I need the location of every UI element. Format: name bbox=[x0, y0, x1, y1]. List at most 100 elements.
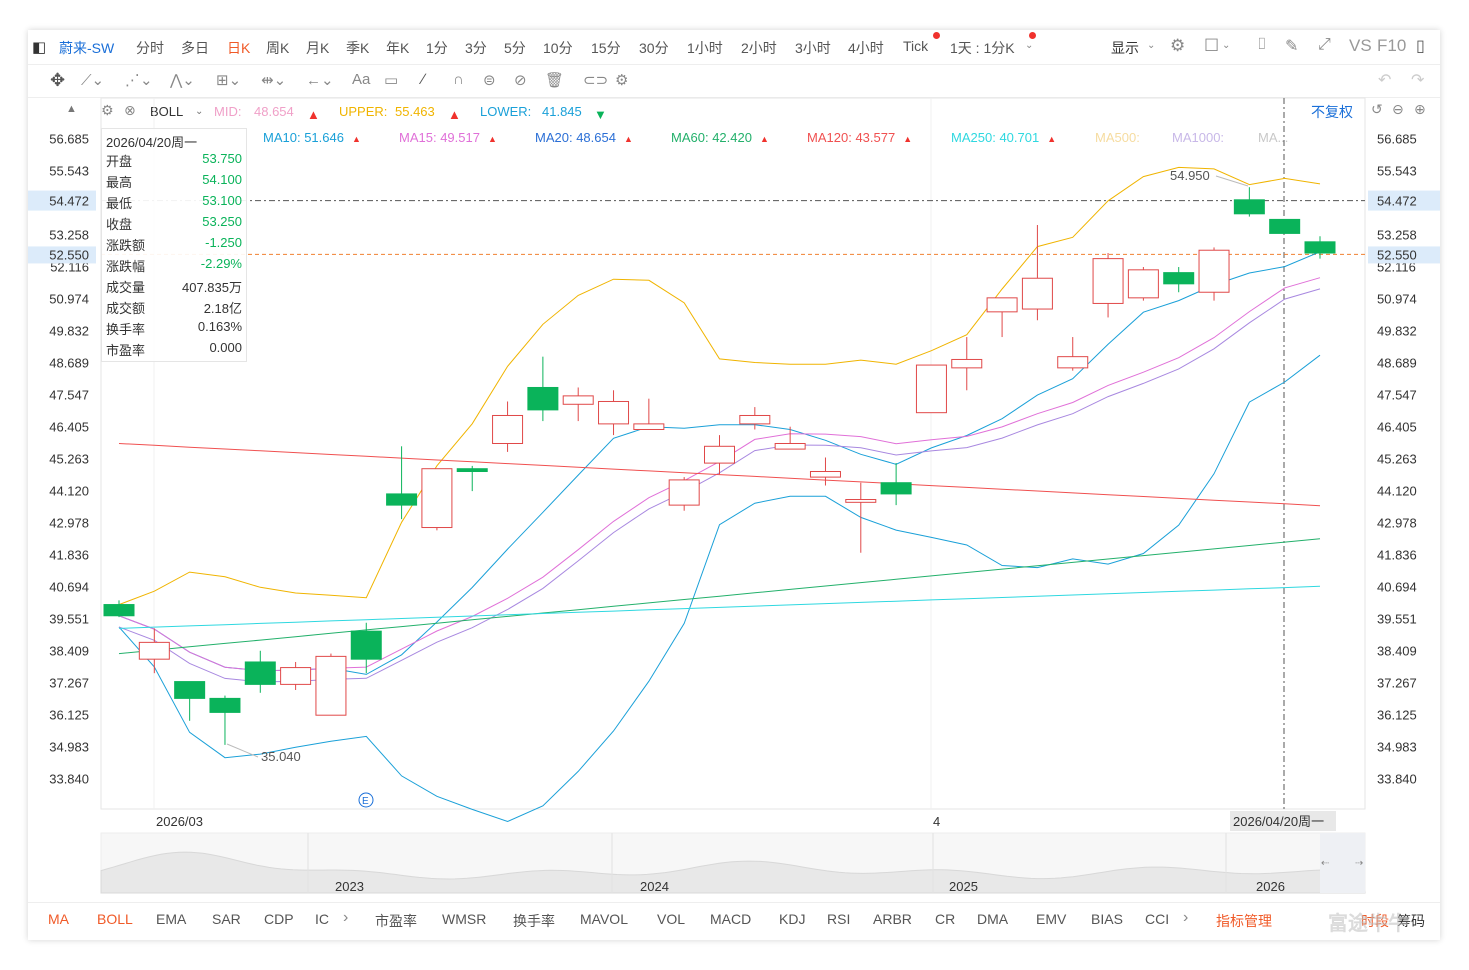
tab-weekly-k[interactable]: 周K bbox=[266, 40, 290, 56]
tab-ic[interactable]: IC bbox=[315, 911, 329, 927]
redo-icon[interactable]: ↷ bbox=[1411, 72, 1425, 89]
tab-emv[interactable]: EMV bbox=[1036, 911, 1067, 927]
tab-multiday[interactable]: 多日 bbox=[181, 40, 209, 56]
text-tool-icon[interactable]: Aa bbox=[352, 71, 371, 88]
candle-body[interactable] bbox=[315, 655, 347, 716]
tab-1min[interactable]: 1分 bbox=[426, 40, 448, 56]
adjust-mode-button[interactable]: 不复权 bbox=[1311, 104, 1353, 120]
candle-body[interactable] bbox=[704, 445, 735, 464]
ma1000-legend[interactable]: MA1000: bbox=[1172, 130, 1225, 145]
zoom-in-icon[interactable]: ⊕ bbox=[1414, 101, 1426, 117]
candle-body[interactable] bbox=[350, 630, 382, 660]
tab-dma[interactable]: DMA bbox=[977, 911, 1009, 927]
tab-3min[interactable]: 3分 bbox=[465, 40, 487, 56]
candle-body[interactable] bbox=[739, 414, 771, 425]
tab-rsi[interactable]: RSI bbox=[827, 911, 851, 927]
f10-button[interactable]: F10 bbox=[1377, 36, 1407, 55]
ma500-legend[interactable]: MA500: bbox=[1095, 130, 1140, 145]
display-dropdown[interactable]: 显示 bbox=[1111, 40, 1139, 56]
reset-icon[interactable]: ↺ bbox=[1371, 101, 1383, 117]
candle-body[interactable] bbox=[456, 468, 488, 473]
measure-tool-icon[interactable]: ⇹⌄ bbox=[261, 72, 287, 89]
candle-body[interactable] bbox=[1163, 272, 1195, 285]
tab-mavol[interactable]: MAVOL bbox=[580, 911, 628, 927]
move-icon[interactable]: ✥ bbox=[50, 70, 66, 90]
ma250-legend[interactable]: MA250: 40.701 ▲ bbox=[951, 130, 1057, 145]
window-icon[interactable]: ▯ bbox=[1416, 38, 1425, 55]
tab-wmsr[interactable]: WMSR bbox=[442, 911, 487, 927]
tab-pe[interactable]: 市盈率 bbox=[375, 913, 417, 929]
chevron-down-icon[interactable]: ⌄ bbox=[1222, 40, 1231, 51]
candle-body[interactable] bbox=[209, 697, 241, 713]
tab-1hour[interactable]: 1小时 bbox=[687, 40, 723, 56]
fib-tool-icon[interactable]: ⊞⌄ bbox=[216, 72, 242, 89]
earnings-marker-icon[interactable] bbox=[358, 792, 374, 808]
candle-body[interactable] bbox=[1127, 269, 1159, 299]
tab-macd[interactable]: MACD bbox=[710, 911, 752, 927]
navigator-window[interactable] bbox=[1320, 833, 1365, 893]
tab-cr[interactable]: CR bbox=[935, 911, 956, 927]
candle-body[interactable] bbox=[1057, 356, 1089, 369]
candle-body[interactable] bbox=[774, 442, 806, 450]
camera-icon[interactable]: ⌷ bbox=[1257, 36, 1267, 53]
tab-15min[interactable]: 15分 bbox=[591, 40, 621, 56]
collapse-icon[interactable]: ▲ bbox=[66, 103, 77, 115]
comment-tool-icon[interactable]: ▭ bbox=[384, 72, 399, 89]
candle-body[interactable] bbox=[986, 297, 1018, 313]
hide-icon[interactable]: ⊘ bbox=[514, 72, 527, 89]
candle-body[interactable] bbox=[492, 414, 524, 444]
tab-year-k[interactable]: 年K bbox=[386, 40, 410, 56]
sidebar-toggle-icon[interactable]: ◧ bbox=[32, 39, 47, 56]
navigator-right-handle-icon[interactable]: ⇢ bbox=[1355, 858, 1363, 869]
ma15-legend[interactable]: MA15: 49.517 ▲ bbox=[399, 130, 497, 145]
line-tool-icon[interactable]: ⟋⌄ bbox=[81, 72, 105, 89]
chevron-down-icon[interactable]: ⌄ bbox=[1025, 40, 1034, 51]
navigator-left-handle-icon[interactable]: ⇠ bbox=[1321, 858, 1330, 869]
chevron-right-icon[interactable]: › bbox=[1183, 909, 1189, 926]
candle-body[interactable] bbox=[1304, 241, 1336, 254]
polyline-tool-icon[interactable]: ⋰⌄ bbox=[125, 72, 153, 89]
ma60-legend[interactable]: MA60: 42.420 ▲ bbox=[671, 130, 769, 145]
tab-2hour[interactable]: 2小时 bbox=[741, 40, 777, 56]
candle-body[interactable] bbox=[138, 641, 170, 660]
tab-10min[interactable]: 10分 bbox=[543, 40, 573, 56]
chevron-down-icon[interactable]: ⌄ bbox=[1147, 40, 1156, 51]
candlestick-chart[interactable]: 56.685 56.685 55.543 55.543 54.472 54.472 53.2… bbox=[28, 30, 1440, 902]
indicator-close-icon[interactable]: ⊗ bbox=[124, 102, 136, 118]
candle-body[interactable] bbox=[103, 604, 135, 617]
indicator-settings-icon[interactable]: ⚙ bbox=[101, 102, 114, 118]
tab-5min[interactable]: 5分 bbox=[504, 40, 526, 56]
tab-sar[interactable]: SAR bbox=[212, 911, 241, 927]
candle-body[interactable] bbox=[668, 479, 700, 506]
tab-4hour[interactable]: 4小时 bbox=[848, 40, 884, 56]
fullscreen-icon[interactable]: ⤢ bbox=[1318, 36, 1331, 53]
candle-body[interactable] bbox=[845, 499, 877, 503]
settings-gear-icon[interactable]: ⚙ bbox=[1170, 36, 1186, 55]
chevron-right-icon[interactable]: › bbox=[343, 909, 349, 926]
candle-body[interactable] bbox=[1021, 277, 1053, 310]
tab-3hour[interactable]: 3小时 bbox=[795, 40, 831, 56]
ma-more-legend[interactable]: MA... bbox=[1258, 130, 1289, 145]
candle-body[interactable] bbox=[1092, 258, 1124, 304]
brush-icon[interactable]: ∕ bbox=[422, 71, 425, 88]
candle-body[interactable] bbox=[527, 386, 559, 411]
time-segment-button[interactable]: 时段 bbox=[1361, 913, 1389, 929]
undo-icon[interactable]: ↶ bbox=[1378, 72, 1392, 89]
candle-body[interactable] bbox=[386, 493, 418, 506]
tab-tick[interactable]: Tick bbox=[903, 38, 929, 54]
tab-bias[interactable]: BIAS bbox=[1091, 911, 1123, 927]
tab-quarter-k[interactable]: 季K bbox=[346, 40, 370, 56]
candle-body[interactable] bbox=[562, 395, 594, 405]
pencil-icon[interactable]: ✎ bbox=[1285, 38, 1299, 55]
candle-body[interactable] bbox=[1233, 199, 1265, 215]
ma120-legend[interactable]: MA120: 43.577 ▲ bbox=[807, 130, 913, 145]
candle-body[interactable] bbox=[280, 667, 312, 685]
zoom-out-icon[interactable]: ⊖ bbox=[1392, 101, 1404, 117]
candle-body[interactable] bbox=[633, 423, 665, 430]
candle-body[interactable] bbox=[421, 468, 453, 529]
ma10-legend[interactable]: MA10: 51.646 ▲ bbox=[263, 130, 361, 145]
candle-body[interactable] bbox=[951, 358, 983, 369]
layout-box-icon[interactable]: ☐ bbox=[1204, 36, 1220, 55]
tab-30min[interactable]: 30分 bbox=[639, 40, 669, 56]
candle-body[interactable] bbox=[809, 471, 841, 478]
